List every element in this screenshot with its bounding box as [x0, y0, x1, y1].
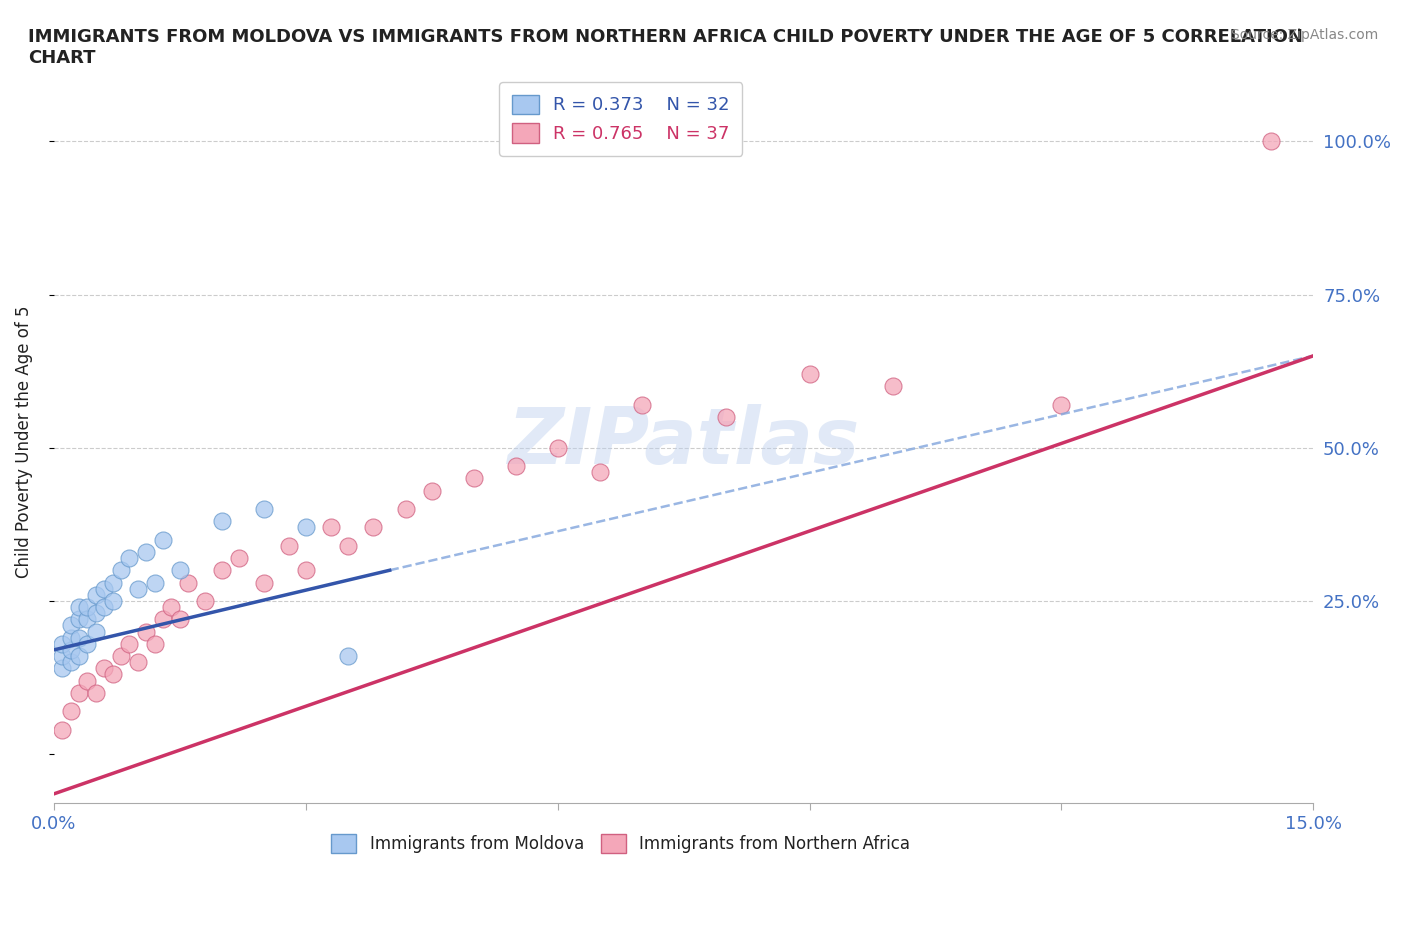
Point	[76, 612, 98, 627]
Point	[194, 593, 217, 608]
Point	[143, 575, 166, 590]
Point	[1050, 397, 1073, 412]
Point	[76, 636, 98, 651]
Point	[51, 648, 73, 663]
Point	[51, 722, 73, 737]
Point	[253, 575, 276, 590]
Point	[59, 631, 82, 645]
Point	[101, 667, 124, 682]
Text: Source: ZipAtlas.com: Source: ZipAtlas.com	[1230, 28, 1378, 42]
Point	[59, 655, 82, 670]
Point	[211, 513, 233, 528]
Text: ZIPatlas: ZIPatlas	[508, 404, 859, 480]
Point	[547, 440, 569, 455]
Point	[118, 636, 141, 651]
Point	[101, 575, 124, 590]
Point	[143, 636, 166, 651]
Point	[135, 624, 157, 639]
Point	[882, 379, 904, 394]
Point	[93, 661, 115, 676]
Point	[51, 661, 73, 676]
Point	[294, 520, 316, 535]
Point	[67, 612, 90, 627]
Point	[59, 618, 82, 632]
Point	[228, 551, 250, 565]
Point	[93, 581, 115, 596]
Point	[67, 631, 90, 645]
Y-axis label: Child Poverty Under the Age of 5: Child Poverty Under the Age of 5	[15, 305, 32, 578]
Point	[463, 471, 485, 485]
Point	[118, 551, 141, 565]
Point	[1260, 134, 1282, 149]
Point	[127, 655, 149, 670]
Point	[152, 532, 174, 547]
Point	[67, 648, 90, 663]
Point	[361, 520, 384, 535]
Point	[101, 593, 124, 608]
Point	[59, 704, 82, 719]
Point	[84, 588, 107, 603]
Point	[294, 563, 316, 578]
Point	[253, 501, 276, 516]
Point	[336, 648, 359, 663]
Point	[169, 563, 191, 578]
Point	[51, 636, 73, 651]
Point	[211, 563, 233, 578]
Point	[169, 612, 191, 627]
Point	[588, 465, 610, 480]
Point	[93, 600, 115, 615]
Point	[420, 484, 443, 498]
Point	[319, 520, 342, 535]
Point	[799, 366, 821, 381]
Point	[152, 612, 174, 627]
Point	[110, 648, 132, 663]
Point	[84, 685, 107, 700]
Text: IMMIGRANTS FROM MOLDOVA VS IMMIGRANTS FROM NORTHERN AFRICA CHILD POVERTY UNDER T: IMMIGRANTS FROM MOLDOVA VS IMMIGRANTS FR…	[28, 28, 1303, 67]
Point	[84, 605, 107, 620]
Point	[714, 409, 737, 424]
Point	[336, 538, 359, 553]
Point	[177, 575, 200, 590]
Legend: Immigrants from Moldova, Immigrants from Northern Africa: Immigrants from Moldova, Immigrants from…	[325, 828, 917, 860]
Point	[67, 685, 90, 700]
Point	[127, 581, 149, 596]
Point	[76, 600, 98, 615]
Point	[630, 397, 652, 412]
Point	[395, 501, 418, 516]
Point	[59, 643, 82, 658]
Point	[76, 673, 98, 688]
Point	[160, 600, 183, 615]
Point	[84, 624, 107, 639]
Point	[67, 600, 90, 615]
Point	[135, 544, 157, 559]
Point	[505, 458, 527, 473]
Point	[277, 538, 299, 553]
Point	[110, 563, 132, 578]
